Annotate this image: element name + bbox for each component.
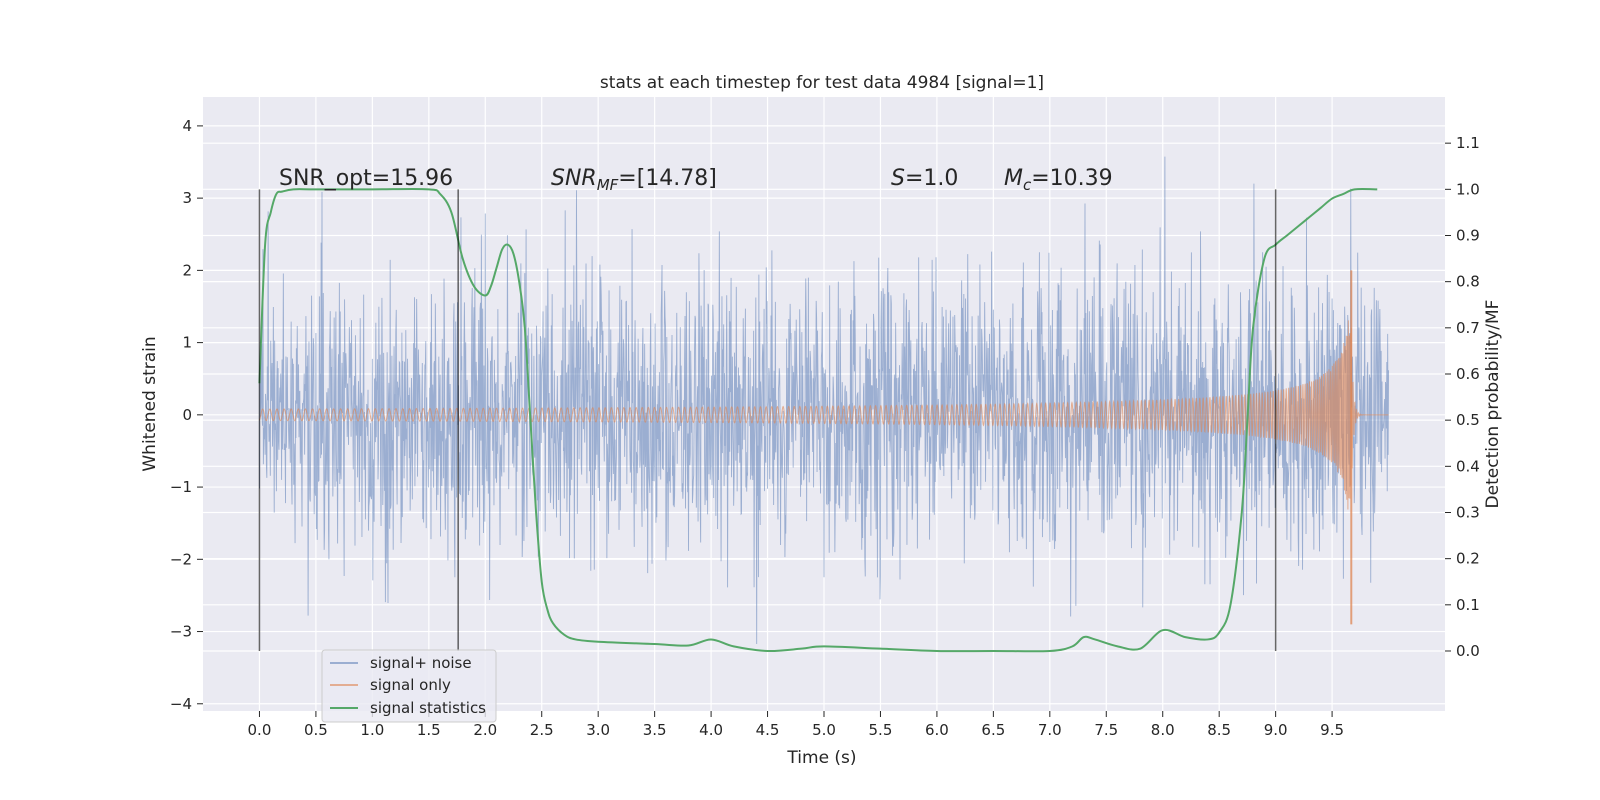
y2-tick-label: 0.0 — [1456, 642, 1480, 660]
y2-tick-label: 0.1 — [1456, 596, 1480, 614]
legend-label-signal-noise: signal+ noise — [370, 654, 472, 672]
legend-label-signal-only: signal only — [370, 676, 451, 694]
y2-tick-label: 0.4 — [1456, 457, 1480, 475]
x-tick-label: 3.5 — [643, 721, 667, 739]
y2-tick-label: 1.0 — [1456, 180, 1480, 198]
x-tick-label: 0.5 — [304, 721, 328, 739]
y2-tick-label: 0.5 — [1456, 411, 1480, 429]
x-tick-label: 7.5 — [1094, 721, 1118, 739]
x-tick-label: 3.0 — [586, 721, 610, 739]
y2-axis-label: Detection probability/MF — [1483, 300, 1503, 509]
annotation-mc: Mc=10.39 — [1004, 166, 1113, 194]
x-tick-label: 9.0 — [1264, 721, 1288, 739]
y2-tick-label: 0.3 — [1456, 503, 1480, 521]
x-tick-label: 0.0 — [248, 721, 272, 739]
x-tick-label: 9.5 — [1320, 721, 1344, 739]
data-layer — [258, 156, 1390, 653]
x-tick-label: 8.0 — [1151, 721, 1175, 739]
x-tick-label: 1.5 — [417, 721, 441, 739]
x-tick-label: 1.0 — [360, 721, 384, 739]
x-tick-label: 6.5 — [981, 721, 1005, 739]
y2-tick-label: 1.1 — [1456, 134, 1480, 152]
annotation-snr-mf: SNRMF=[14.78] — [551, 166, 717, 194]
x-tick-label: 4.0 — [699, 721, 723, 739]
ticks: 0.0 0.5 1.0 1.5 2.0 2.5 3.0 3.5 4.0 4.5 5.0 5.5 6.0 6… — [170, 117, 1480, 739]
x-tick-label: 8.5 — [1207, 721, 1231, 739]
y-tick-label: −3 — [170, 623, 192, 641]
x-tick-label: 7.0 — [1038, 721, 1062, 739]
y2-tick-label: 0.2 — [1456, 550, 1480, 568]
legend: signal+ noise signal only signal statist… — [321, 649, 497, 723]
legend-label-signal-statistics: signal statistics — [370, 699, 486, 717]
y-tick-label: −2 — [170, 550, 192, 568]
y-tick-label: 3 — [182, 189, 192, 207]
y-tick-label: −4 — [170, 695, 192, 713]
x-tick-label: 2.5 — [530, 721, 554, 739]
annotation-snr-opt: SNR_opt=15.96 — [279, 166, 453, 191]
x-tick-label: 6.0 — [925, 721, 949, 739]
y2-tick-label: 0.6 — [1456, 365, 1480, 383]
y-tick-label: −1 — [170, 478, 192, 496]
x-axis-label: Time (s) — [786, 748, 856, 768]
vertical-markers — [258, 189, 1277, 651]
series-signal-noise-line — [259, 156, 1390, 644]
y-tick-label: 4 — [182, 117, 192, 135]
x-tick-label: 4.5 — [756, 721, 780, 739]
series-signal-statistics-line — [258, 187, 1378, 653]
y2-tick-label: 0.8 — [1456, 273, 1480, 291]
y-tick-label: 1 — [182, 334, 192, 352]
annotation-s: S=1.0 — [891, 166, 958, 191]
y2-tick-label: 0.7 — [1456, 319, 1480, 337]
legend-box — [321, 649, 497, 723]
y-tick-label: 0 — [182, 406, 192, 424]
x-tick-label: 5.0 — [812, 721, 836, 739]
chart-title: stats at each timestep for test data 498… — [600, 73, 1044, 93]
y-axis-label: Whitened strain — [140, 336, 160, 471]
series-signal-only-line — [258, 320, 1389, 510]
y2-tick-label: 0.9 — [1456, 226, 1480, 244]
y-tick-label: 2 — [182, 261, 192, 279]
x-tick-label: 5.5 — [869, 721, 893, 739]
x-tick-label: 2.0 — [473, 721, 497, 739]
